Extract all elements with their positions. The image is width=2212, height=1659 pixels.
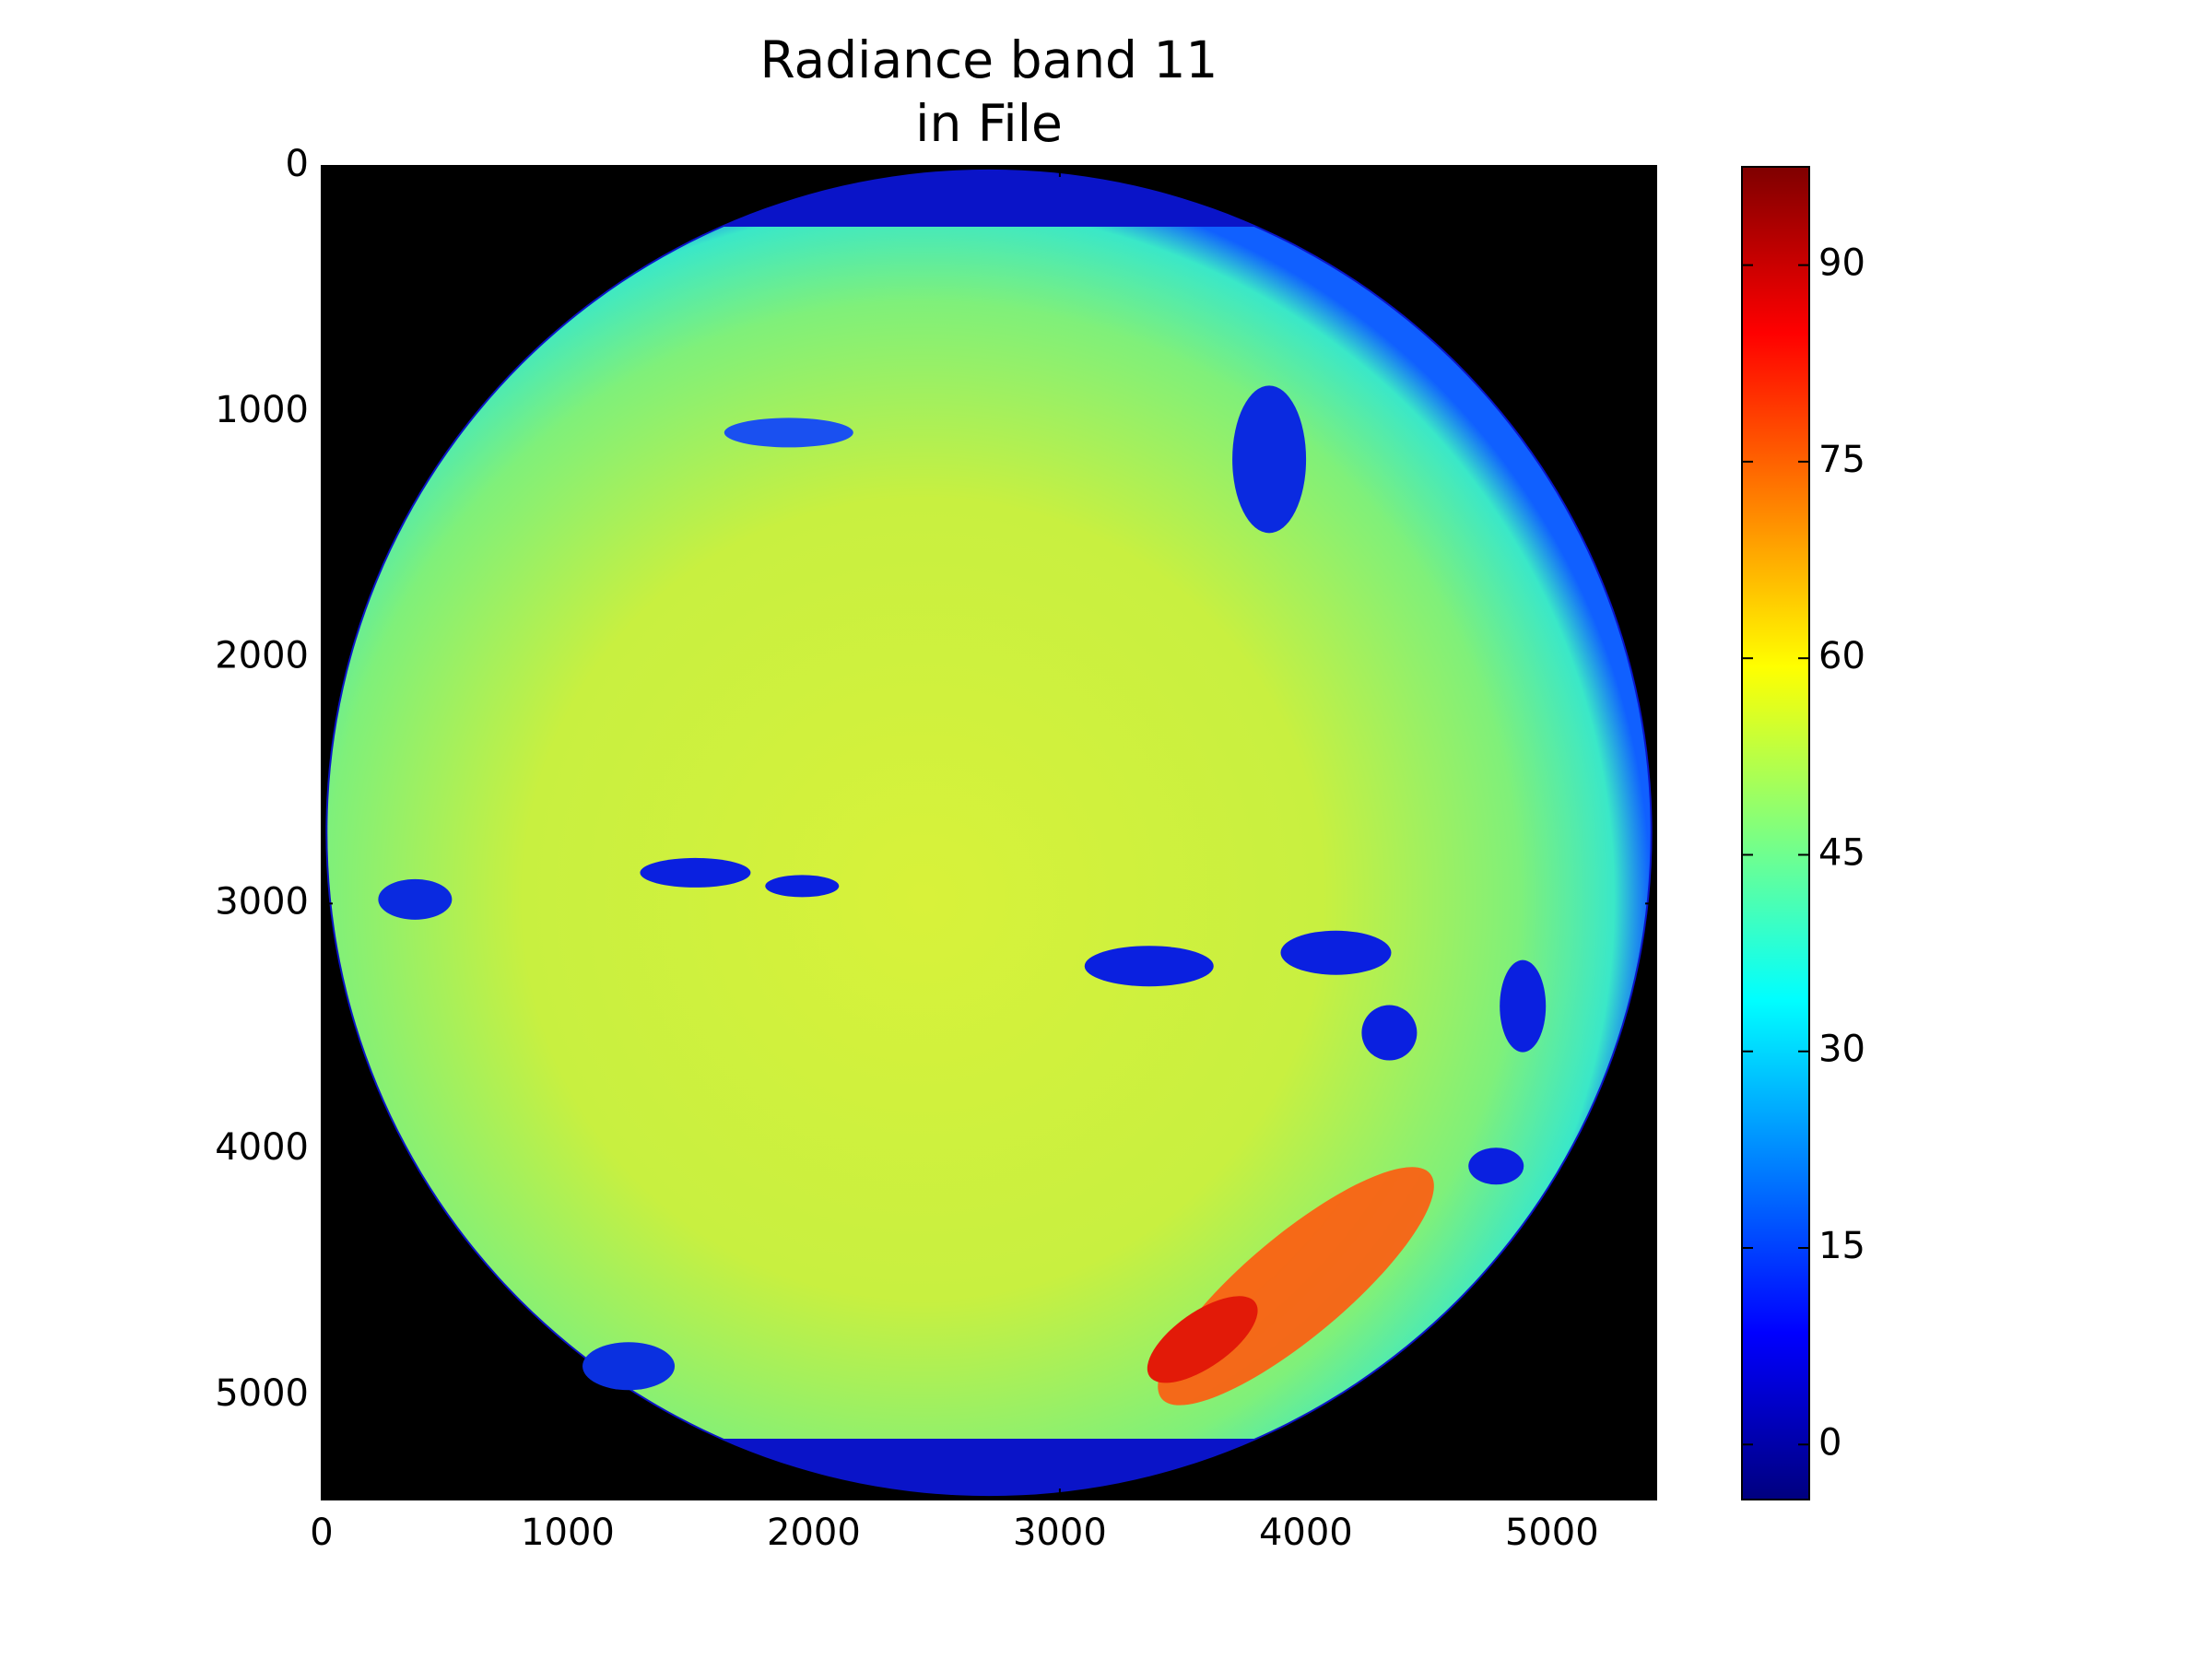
cloud (1468, 1147, 1524, 1185)
colorbar-tick-label: 75 (1818, 439, 1865, 481)
y-tick-label: 2000 (215, 635, 309, 677)
chart-title: Radiance band 11 (760, 30, 1218, 89)
x-tick-label: 0 (310, 1512, 333, 1554)
x-tick-label: 4000 (1259, 1512, 1353, 1554)
colorbar-tick-label: 60 (1818, 635, 1865, 677)
axes-frame (321, 165, 1657, 1500)
cloud (582, 1342, 676, 1391)
image (322, 166, 1656, 1500)
cloud (1232, 385, 1307, 534)
cloud (1500, 959, 1547, 1053)
y-tick-label: 5000 (215, 1372, 309, 1415)
colorbar-tick-label: 0 (1818, 1421, 1841, 1464)
earth-disk (327, 227, 1651, 1439)
chart-title: in File (915, 94, 1063, 153)
earth (327, 227, 1651, 1439)
y-tick-label: 0 (286, 143, 309, 185)
cloud (765, 875, 840, 898)
cloud (640, 857, 751, 888)
cloud (724, 418, 853, 448)
warm-region (1147, 1296, 1258, 1383)
cloud (1280, 930, 1392, 975)
cloud (378, 878, 453, 920)
x-tick-label: 3000 (1013, 1512, 1107, 1554)
x-tick-label: 2000 (767, 1512, 861, 1554)
colorbar-tick-label: 90 (1818, 242, 1865, 285)
x-tick-label: 5000 (1505, 1512, 1599, 1554)
x-tick-label: 1000 (521, 1512, 615, 1554)
y-tick-label: 3000 (215, 880, 309, 923)
y-tick-label: 1000 (215, 389, 309, 431)
colorbar-tick-label: 45 (1818, 831, 1865, 874)
colorbar-tick-label: 30 (1818, 1029, 1865, 1071)
cloud (1361, 1005, 1418, 1061)
colorbar-tick-label: 15 (1818, 1225, 1865, 1267)
cloud (1084, 946, 1214, 987)
y-tick-label: 4000 (215, 1126, 309, 1169)
colorbar (1741, 166, 1810, 1500)
